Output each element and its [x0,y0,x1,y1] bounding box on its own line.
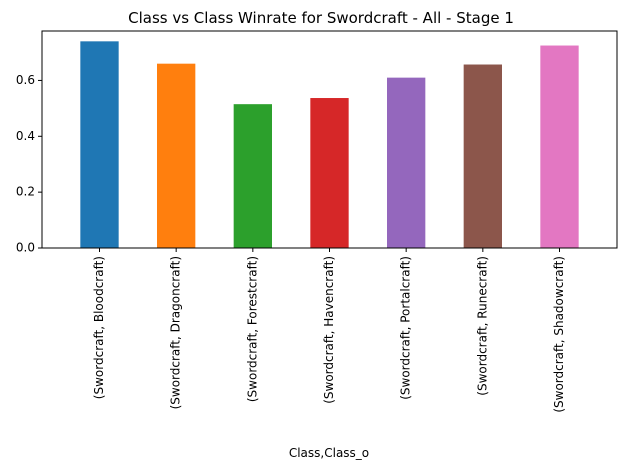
x-axis-label: Class,Class_o [289,446,369,460]
y-tick-label: 0.2 [16,185,35,199]
chart-title: Class vs Class Winrate for Swordcraft - … [128,9,514,27]
x-tick-label: (Swordcraft, Forestcraft) [245,256,259,402]
x-tick-label: (Swordcraft, Havencraft) [322,256,336,404]
bar-5 [387,77,426,248]
x-axis-ticks: (Swordcraft, Bloodcraft) (Swordcraft, Dra… [92,248,566,413]
bars-group [80,41,579,249]
y-axis-ticks: 0.0 0.2 0.4 0.6 [16,73,42,255]
x-tick-label: (Swordcraft, Shadowcraft) [552,256,566,413]
bar-1 [80,41,119,249]
bar-3 [233,104,272,248]
x-tick-label: (Swordcraft, Runecraft) [475,256,489,396]
x-tick-label: (Swordcraft, Dragoncraft) [169,256,183,409]
y-tick-label: 0.0 [16,241,35,255]
y-tick-label: 0.4 [16,129,35,143]
bar-4 [310,98,349,248]
plot-frame [41,30,618,249]
x-tick-label: (Swordcraft, Portalcraft) [399,256,413,400]
x-tick-label: (Swordcraft, Bloodcraft) [92,256,106,399]
bar-6 [463,64,502,248]
bar-7 [540,45,579,248]
bar-2 [157,63,196,248]
y-tick-label: 0.6 [16,73,35,87]
